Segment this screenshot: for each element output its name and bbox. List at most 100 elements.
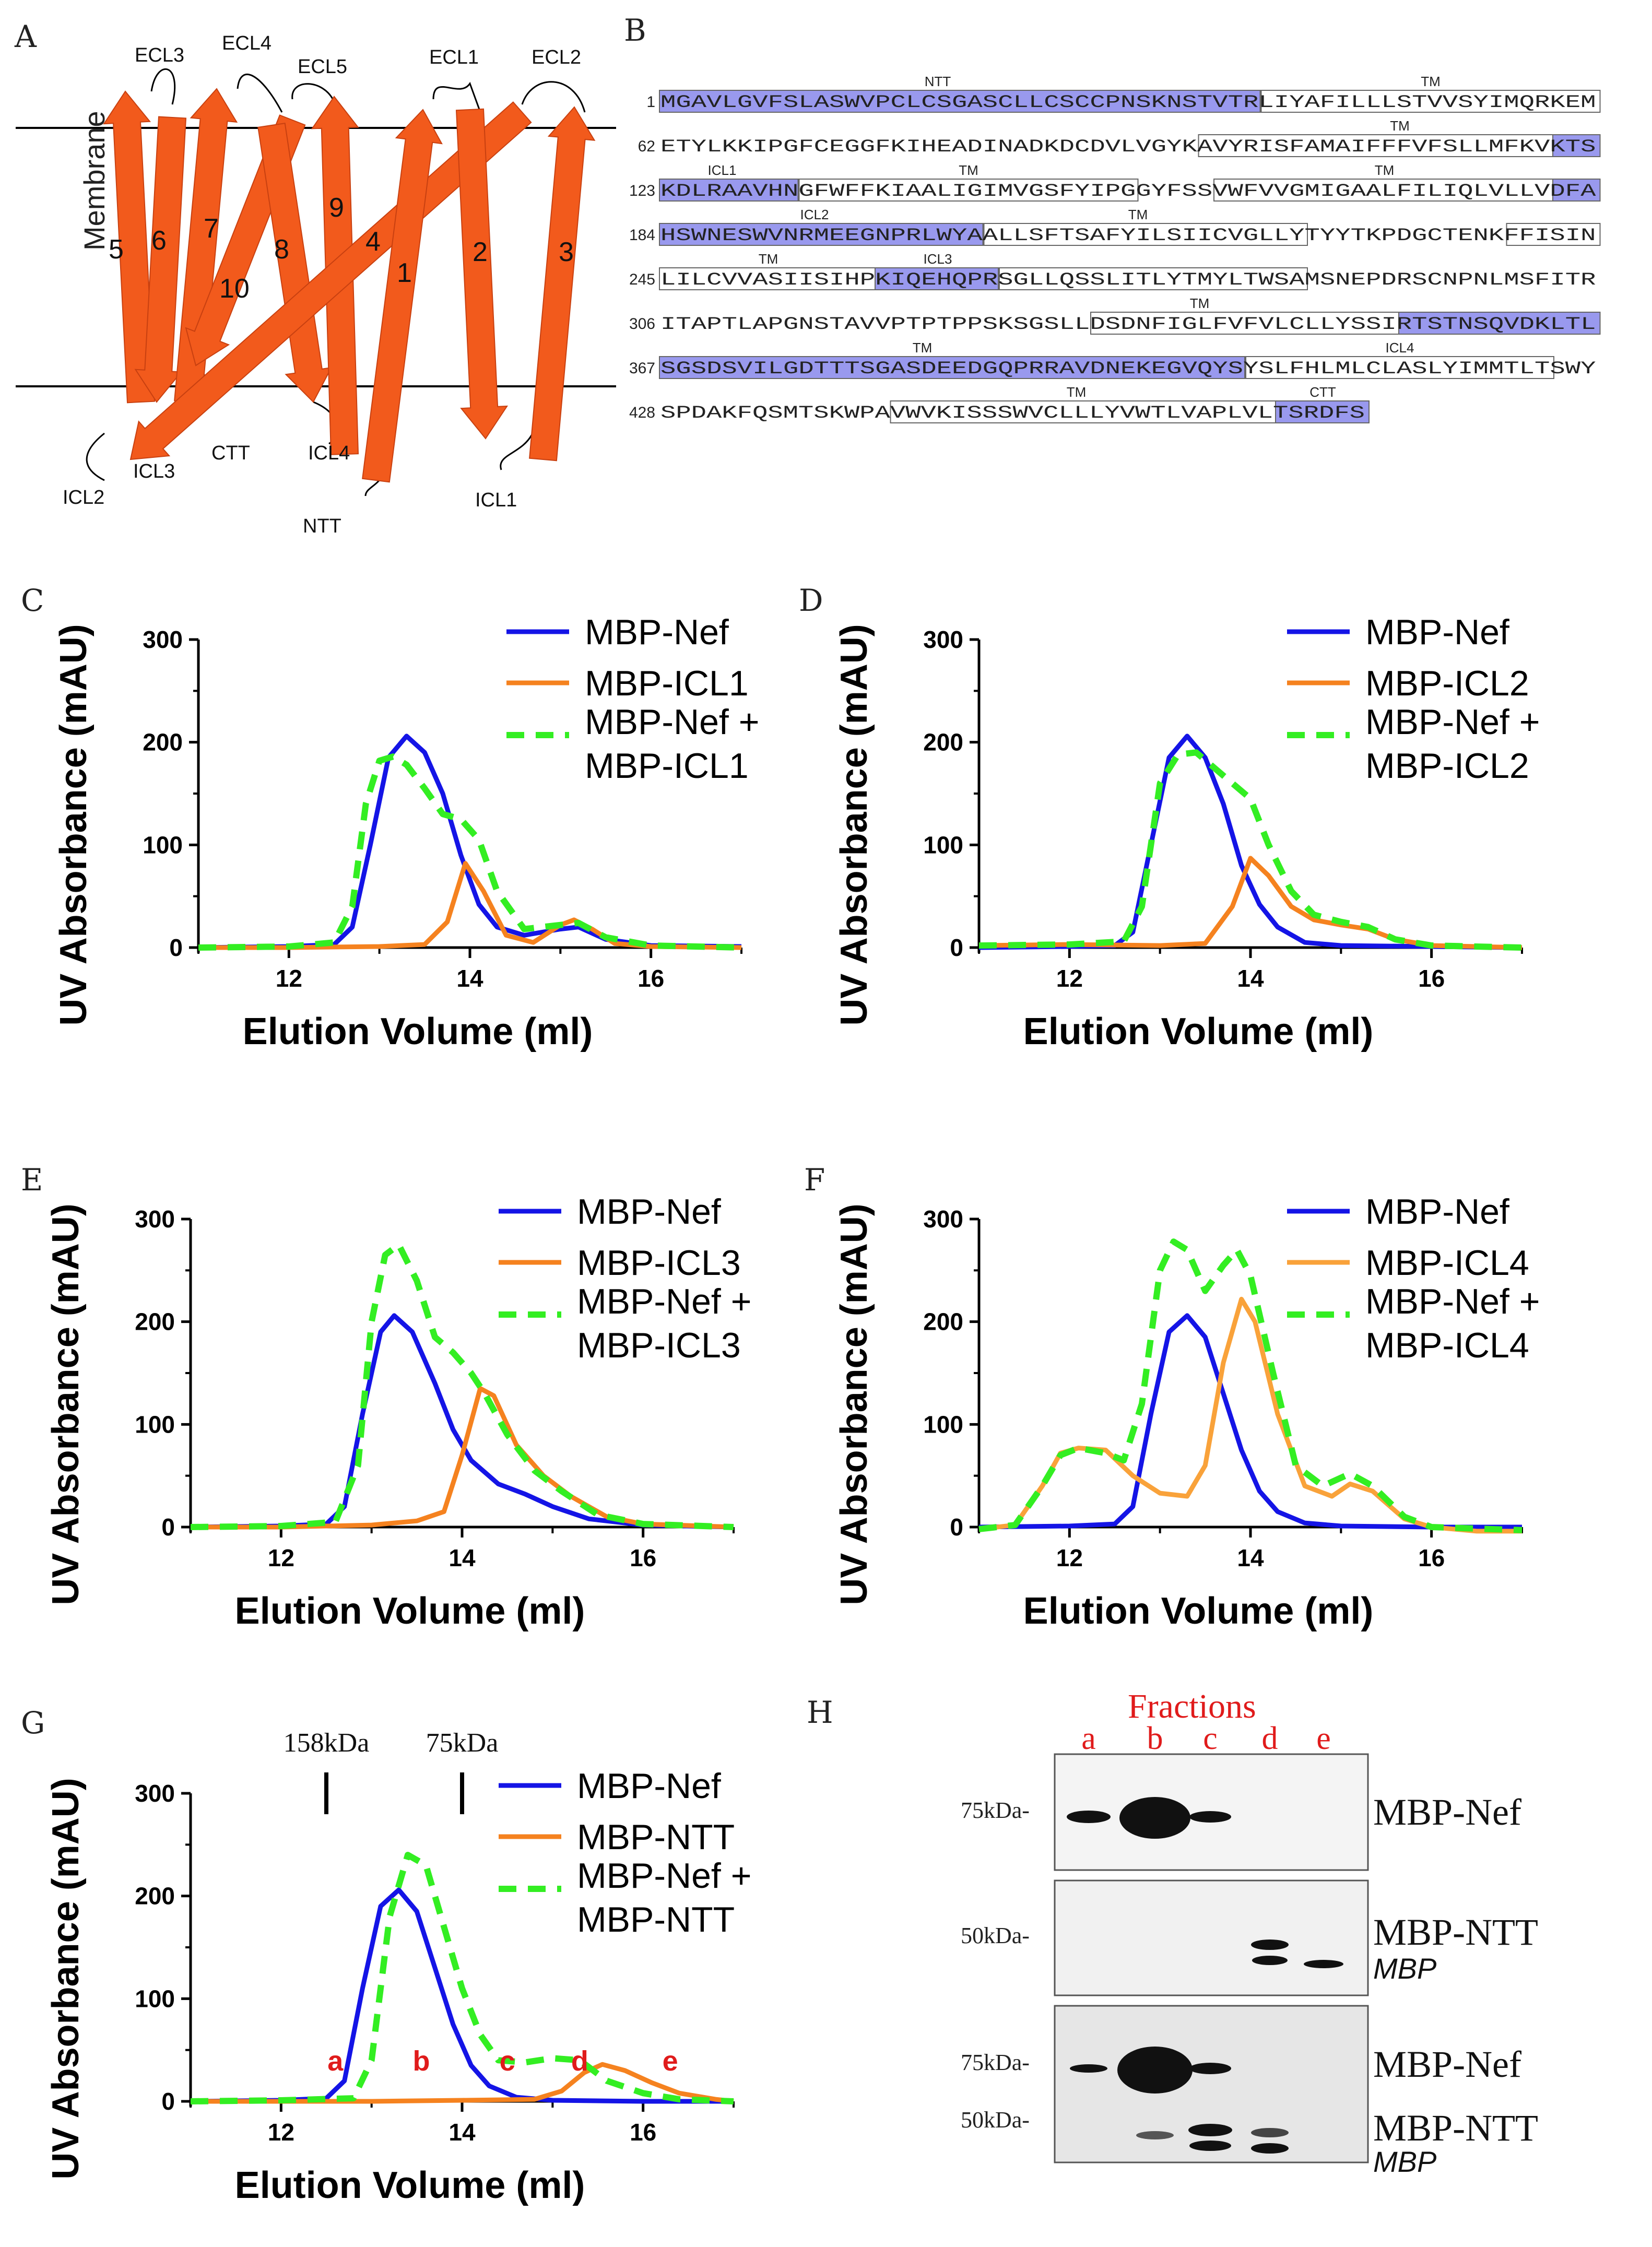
helix-number-8: 8 xyxy=(274,234,289,265)
seq-row-text: MGAVLGVFSLASWVPCLCSGASCLLCSCCPNSKNSTVTRL… xyxy=(660,93,1596,113)
band-b3-lane-c xyxy=(1189,2063,1231,2074)
series-line-3 xyxy=(190,1852,734,2104)
seq-row-number: 62 xyxy=(638,138,655,155)
band-b1-lane-b xyxy=(1119,1797,1190,1839)
helix-8 xyxy=(257,122,333,403)
helix-number-5: 5 xyxy=(109,234,124,265)
chart-e: 0 100 200 300 12 14 16 Elution Volume (ml) UV Ab… xyxy=(45,1192,751,1632)
band-b1-lane-a xyxy=(1067,1811,1111,1823)
legend-label: MBP-Nef xyxy=(1365,612,1509,652)
loop-label-icl1: ICL1 xyxy=(475,489,517,511)
legend-label: MBP-ICL2 xyxy=(1365,746,1529,786)
sequence-region-labels: NTT TM TM ICL1 TM TM ICL2 TM TM ICL3 TM TM ICL4 TM CTT xyxy=(708,74,1441,400)
loop-label-icl4: ICL4 xyxy=(308,442,350,464)
blot-labels: MBP-Nef MBP-NTT MBP MBP-Nef MBP-NTT MBP xyxy=(1373,1791,1538,2178)
fraction-label: c xyxy=(500,2045,515,2077)
x-tick-label: 16 xyxy=(630,2119,656,2146)
panel-a: A Membrane 5 6 7 10 8 9 4 1 xyxy=(14,19,616,537)
seq-row-number: 428 xyxy=(629,404,655,421)
legend-label: MBP-NTT xyxy=(577,1817,735,1857)
loop-ecl2 xyxy=(521,81,586,113)
lane-label: c xyxy=(1203,1721,1218,1756)
seq-row-text: HSWNESWVNRMEEGNPRLWYAALLSFTSAFYILSIICVGL… xyxy=(660,226,1596,246)
band-b3-lane-b xyxy=(1117,2047,1193,2094)
helix-numbers: 5 6 7 10 8 9 4 1 2 3 xyxy=(109,193,574,304)
marker-b3-50kda: 50kDa- xyxy=(961,2107,1030,2133)
chart-c: 0 100 200 300 12 14 16 Elution Volume (ml) UV Ab… xyxy=(53,612,759,1052)
legend-label: MBP-NTT xyxy=(577,1900,735,1939)
band-b1-lane-c xyxy=(1189,1811,1231,1823)
panel-letter-c: C xyxy=(21,583,44,618)
seq-box-row3-4 xyxy=(1552,179,1601,202)
legend-label: MBP-Nef + xyxy=(585,702,759,742)
band-b2-lane-d-upper xyxy=(1251,1939,1289,1950)
seq-box-row4-1 xyxy=(659,223,985,246)
helix-5 xyxy=(103,90,156,404)
panel-letter-e: E xyxy=(21,1162,43,1198)
panel-letter-f: F xyxy=(804,1162,825,1198)
seq-row-number: 123 xyxy=(629,182,655,199)
helix-number-7: 7 xyxy=(204,214,219,244)
y-tick-label: 100 xyxy=(923,1411,963,1438)
legend-label: MBP-Nef xyxy=(577,1766,721,1806)
seq-row-number: 306 xyxy=(629,315,655,333)
blot-bands xyxy=(1067,1797,1343,2154)
chart-panel-letters: C D E F G xyxy=(21,583,825,1741)
loop-label-ecl3: ECL3 xyxy=(135,44,184,66)
y-axis-label: UV Absorbance (mAU) xyxy=(833,1203,875,1605)
y-tick-label: 0 xyxy=(161,2088,175,2115)
marker-b1-75kda: 75kDa- xyxy=(961,1797,1030,1823)
seq-row-text: LILCVVASIISIHPKIQEHQPRSGLLQSSLITLYTMYLTW… xyxy=(660,270,1596,290)
y-tick-label: 200 xyxy=(135,1883,175,1910)
x-axis-label: Elution Volume (ml) xyxy=(235,1590,585,1632)
legend-label: MBP-ICL1 xyxy=(585,746,749,786)
legend-label: MBP-Nef xyxy=(585,612,729,652)
chart-d: 0 100 200 300 12 14 16 Elution Volume (ml) UV Ab… xyxy=(833,612,1540,1052)
series-line-2 xyxy=(191,1386,734,1530)
mw-marker-label: 158kDa xyxy=(284,1728,370,1758)
seq-row-number: 245 xyxy=(629,271,655,288)
y-axis-label: UV Absorbance (mAU) xyxy=(45,1203,87,1605)
loop-label-ctt: CTT xyxy=(211,442,250,464)
band-b3-lane-d-upper xyxy=(1251,2128,1289,2137)
band-b3-lane-c-upper xyxy=(1188,2124,1232,2136)
loop-label-ecl4: ECL4 xyxy=(222,32,272,54)
x-tick-label: 12 xyxy=(268,1544,294,1571)
seq-box-row4-3 xyxy=(1506,223,1601,246)
y-tick-label: 200 xyxy=(923,729,963,756)
label-b3-mbp-nef: MBP-Nef xyxy=(1373,2043,1521,2085)
helices xyxy=(103,88,596,483)
seq-row-number: 367 xyxy=(629,360,655,377)
seq-box-row1-2 xyxy=(1259,90,1601,113)
series-line-3 xyxy=(198,753,742,951)
band-b3-lane-b-low xyxy=(1136,2131,1174,2139)
fraction-label: b xyxy=(413,2045,430,2077)
y-tick-label: 300 xyxy=(143,626,183,653)
seq-region-label: TM xyxy=(1190,295,1210,311)
series-line-2 xyxy=(978,856,1523,950)
x-axis-label: Elution Volume (ml) xyxy=(1023,1011,1374,1052)
seq-row-number: 184 xyxy=(629,227,655,244)
y-tick-label: 0 xyxy=(950,1513,963,1541)
legend-label: MBP-Nef + xyxy=(1365,702,1540,742)
seq-box-row6-2 xyxy=(1398,312,1601,335)
helix-7 xyxy=(174,88,238,404)
seq-box-row8-2 xyxy=(1275,400,1370,423)
series-line-1 xyxy=(198,734,742,950)
seq-region-label: NTT xyxy=(925,74,951,89)
series-line-2 xyxy=(191,2062,734,2104)
label-b2-mbp: MBP xyxy=(1373,1952,1436,1985)
band-b2-lane-e xyxy=(1304,1960,1343,1968)
legend-label: MBP-ICL4 xyxy=(1365,1243,1529,1283)
loop-ecl1 xyxy=(432,81,481,113)
seq-box-row5-3 xyxy=(998,267,1308,290)
seq-region-label: TM xyxy=(1390,118,1410,134)
lane-label: b xyxy=(1147,1721,1163,1756)
seq-box-row1-1 xyxy=(659,90,1262,113)
loop-ecl4 xyxy=(237,74,283,113)
helix-number-1: 1 xyxy=(397,258,412,288)
y-tick-label: 300 xyxy=(135,1205,175,1233)
